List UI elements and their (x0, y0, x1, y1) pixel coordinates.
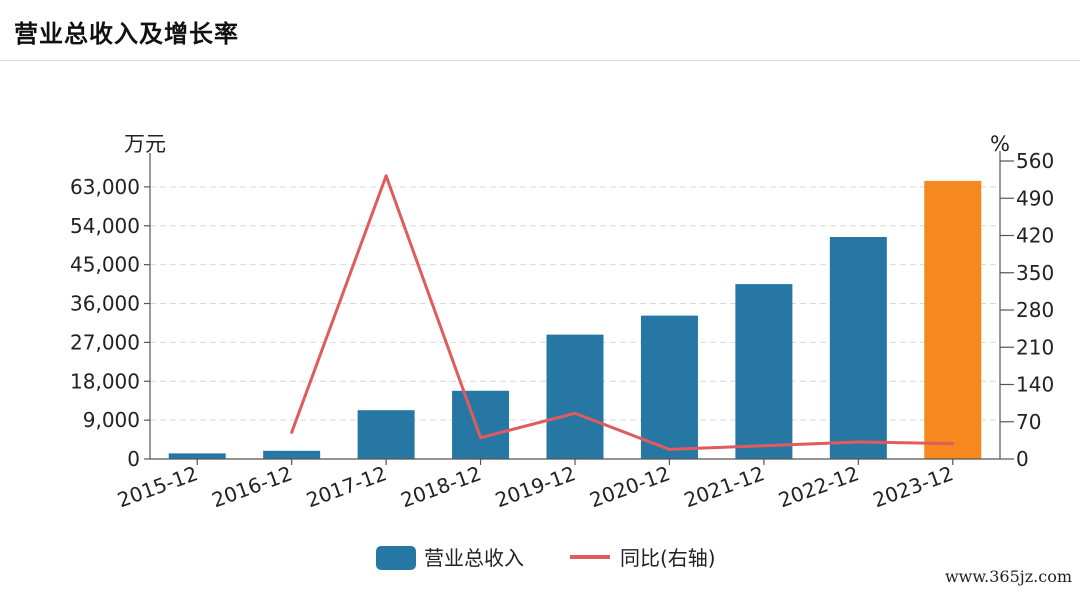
right-tick-label: 420 (1016, 224, 1054, 248)
legend-bar-swatch[interactable] (376, 546, 416, 570)
revenue-bar (263, 450, 321, 459)
x-tick-label: 2023-12 (870, 461, 957, 512)
x-tick-label: 2019-12 (492, 461, 579, 512)
x-tick-label: 2022-12 (775, 461, 862, 512)
right-axis-ticks: 0 70 140 210 280 350 420 490 560 (1000, 149, 1054, 471)
right-axis-unit: % (990, 132, 1010, 156)
right-tick-label: 70 (1016, 410, 1041, 434)
legend-bar-label[interactable]: 营业总收入 (424, 546, 524, 570)
left-tick-label: 27,000 (70, 330, 140, 354)
chart-header: 营业总收入及增长率 (0, 0, 1080, 61)
right-tick-label: 280 (1016, 298, 1054, 322)
revenue-growth-chart: 0 9,000 18,000 27,000 36,000 45,000 54,000 63,0… (70, 132, 1054, 570)
x-tick-label: 2018-12 (398, 461, 485, 512)
x-tick-label: 2021-12 (681, 461, 768, 512)
yoy-growth-point (290, 430, 294, 434)
yoy-growth-point (384, 174, 388, 178)
yoy-growth-point (951, 442, 955, 446)
left-tick-label: 0 (127, 447, 140, 471)
legend-line-label[interactable]: 同比(右轴) (620, 546, 716, 570)
yoy-growth-point (479, 436, 483, 440)
yoy-growth-point (856, 440, 860, 444)
revenue-bar (640, 315, 698, 459)
left-tick-label: 45,000 (70, 253, 140, 277)
page-title: 营业总收入及增长率 (14, 20, 239, 48)
revenue-bar (452, 390, 510, 459)
revenue-bar (168, 453, 226, 459)
left-tick-label: 18,000 (70, 369, 140, 393)
left-axis-ticks: 0 9,000 18,000 27,000 36,000 45,000 54,000 63,0… (70, 175, 150, 471)
revenue-bar (829, 237, 887, 459)
left-axis-unit: 万元 (124, 132, 166, 156)
bar-series (168, 180, 982, 459)
right-tick-label: 140 (1016, 373, 1054, 397)
x-tick-label: 2017-12 (303, 461, 390, 512)
watermark: www.365jz.com (944, 567, 1072, 586)
right-tick-label: 210 (1016, 335, 1054, 359)
right-tick-label: 490 (1016, 186, 1054, 210)
right-tick-label: 560 (1016, 149, 1054, 173)
revenue-bar (357, 410, 415, 459)
yoy-growth-point (762, 444, 766, 448)
line-series (290, 174, 955, 451)
yoy-growth-point (573, 411, 577, 415)
revenue-bar (924, 180, 982, 459)
revenue-bar (546, 334, 604, 459)
x-axis-ticks: 2015-12 2016-12 2017-12 2018-12 2019-12 2020-… (114, 459, 956, 512)
yoy-growth-point (667, 447, 671, 451)
legend: 营业总收入 同比(右轴) (376, 546, 716, 570)
x-tick-label: 2016-12 (209, 461, 296, 512)
left-tick-label: 63,000 (70, 175, 140, 199)
left-tick-label: 54,000 (70, 214, 140, 238)
left-tick-label: 36,000 (70, 292, 140, 316)
left-tick-label: 9,000 (83, 408, 140, 432)
right-tick-label: 350 (1016, 261, 1054, 285)
revenue-bar (735, 284, 793, 459)
x-tick-label: 2020-12 (586, 461, 673, 512)
yoy-growth-line (290, 174, 953, 451)
right-tick-label: 0 (1016, 447, 1029, 471)
